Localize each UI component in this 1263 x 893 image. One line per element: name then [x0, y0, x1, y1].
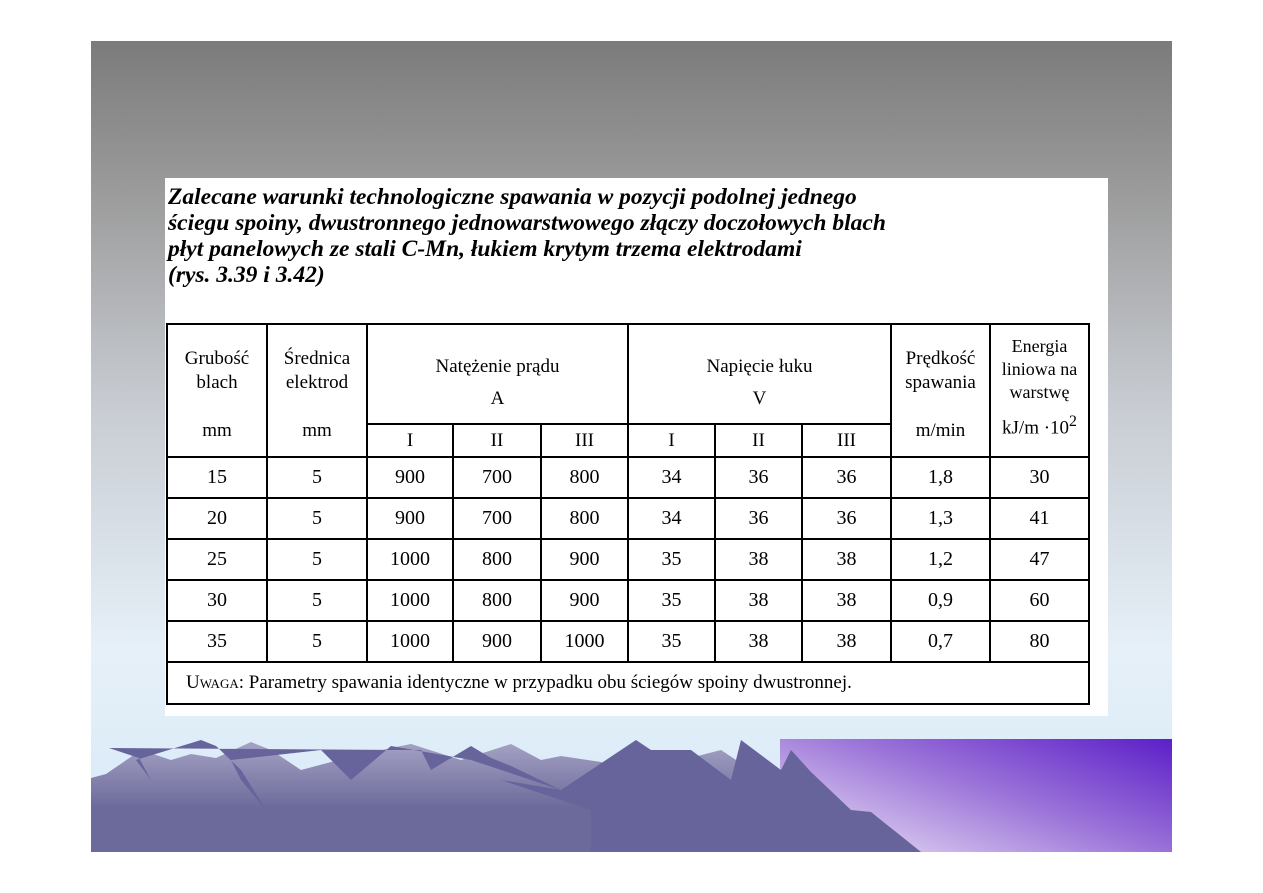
header-voltage: Napięcie łuku V — [627, 323, 892, 425]
header-unit: A — [490, 388, 505, 409]
table-cell: 900 — [540, 579, 629, 622]
table-cell: 25 — [166, 538, 268, 581]
header-energy: Energia liniowa na warstwę kJ/m ·102 — [989, 323, 1090, 458]
table-cell: 38 — [714, 579, 803, 622]
table-cell: 60 — [989, 579, 1090, 622]
table-cell: 30 — [989, 456, 1090, 499]
header-text: liniowa na — [1001, 359, 1078, 379]
table-cell: 1,2 — [890, 538, 991, 581]
header-text: Średnica — [283, 348, 351, 369]
title-line: ściegu spoiny, dwustronnego jednowarstwo… — [168, 210, 886, 236]
title-line: Zalecane warunki technologiczne spawania… — [168, 184, 857, 210]
table-cell: 0,9 — [890, 579, 991, 622]
note-text: Parametry spawania identyczne w przypadk… — [244, 672, 852, 693]
table-cell: 1,8 — [890, 456, 991, 499]
table-cell: 38 — [801, 579, 892, 622]
table-cell: 1000 — [366, 579, 454, 622]
table-cell: 47 — [989, 538, 1090, 581]
table-cell: 35 — [627, 538, 716, 581]
subheader-current-2: II — [452, 423, 542, 458]
header-text: Grubość — [184, 348, 250, 369]
table-cell: 35 — [627, 620, 716, 663]
table-cell: 30 — [166, 579, 268, 622]
table-cell: 34 — [627, 497, 716, 540]
table-row: 30 5 1000 800 900 35 38 38 0,9 60 — [166, 579, 1090, 622]
table-cell: 36 — [714, 456, 803, 499]
table-cell: 0,7 — [890, 620, 991, 663]
table-cell: 80 — [989, 620, 1090, 663]
table-cell: 800 — [452, 538, 542, 581]
unit-text: kJ/m ·10 — [1002, 417, 1070, 439]
table-cell: 20 — [166, 497, 268, 540]
table-row: 35 5 1000 900 1000 35 38 38 0,7 80 — [166, 620, 1090, 663]
table-cell: 800 — [452, 579, 542, 622]
header-diameter: Średnica elektrod mm — [266, 323, 368, 458]
subheader-voltage-1: I — [627, 423, 716, 458]
table-cell: 38 — [801, 620, 892, 663]
table-cell: 15 — [166, 456, 268, 499]
header-text: Prędkość — [905, 348, 976, 369]
table-cell: 38 — [714, 620, 803, 663]
table-cell: 36 — [801, 497, 892, 540]
table-cell: 38 — [801, 538, 892, 581]
header-unit: mm — [202, 420, 232, 441]
document-title: Zalecane warunki technologiczne spawania… — [168, 184, 1088, 288]
header-text: spawania — [905, 372, 976, 393]
table-cell: 5 — [266, 456, 368, 499]
header-unit: m/min — [915, 420, 966, 441]
table-cell: 1000 — [366, 538, 454, 581]
table-cell: 34 — [627, 456, 716, 499]
table-cell: 1000 — [366, 620, 454, 663]
header-text: warstwę — [1009, 382, 1070, 402]
header-current: Natężenie prądu A — [366, 323, 629, 425]
table-row: 15 5 900 700 800 34 36 36 1,8 30 — [166, 456, 1090, 499]
unit-exponent: 2 — [1069, 413, 1077, 430]
table-cell: 5 — [266, 579, 368, 622]
table-cell: 900 — [366, 456, 454, 499]
table-cell: 5 — [266, 497, 368, 540]
header-text: Napięcie łuku — [706, 356, 813, 377]
header-unit: V — [752, 388, 767, 409]
subheader-current-3: III — [540, 423, 629, 458]
title-line: płyt panelowych ze stali C-Mn, łukiem kr… — [168, 236, 802, 262]
table-cell: 36 — [714, 497, 803, 540]
table-cell: 800 — [540, 497, 629, 540]
table-cell: 1000 — [540, 620, 629, 663]
table-cell: 800 — [540, 456, 629, 499]
table-cell: 5 — [266, 620, 368, 663]
note-label: Uwaga: — [186, 672, 244, 693]
table-row: 25 5 1000 800 900 35 38 38 1,2 47 — [166, 538, 1090, 581]
table-note: Uwaga: Parametry spawania identyczne w p… — [166, 661, 1090, 705]
subheader-current-1: I — [366, 423, 454, 458]
header-thickness: Grubość blach mm — [166, 323, 268, 458]
header-text: blach — [196, 372, 238, 393]
header-unit: kJ/m ·102 — [991, 410, 1088, 439]
table-row: 20 5 900 700 800 34 36 36 1,3 41 — [166, 497, 1090, 540]
table-cell: 36 — [801, 456, 892, 499]
title-line: (rys. 3.39 i 3.42) — [168, 262, 325, 288]
table-cell: 5 — [266, 538, 368, 581]
table-cell: 35 — [166, 620, 268, 663]
header-text: elektrod — [285, 372, 349, 393]
subheader-voltage-2: II — [714, 423, 803, 458]
table-cell: 35 — [627, 579, 716, 622]
header-unit: mm — [302, 420, 332, 441]
welding-parameters-table: Grubość blach mm Średnica elektrod mm Na… — [166, 323, 1090, 705]
table-cell: 900 — [366, 497, 454, 540]
table-cell: 1,3 — [890, 497, 991, 540]
header-text: Energia — [1011, 336, 1068, 356]
table-cell: 700 — [452, 497, 542, 540]
table-cell: 41 — [989, 497, 1090, 540]
table-cell: 700 — [452, 456, 542, 499]
header-text: Natężenie prądu — [435, 356, 560, 377]
table-cell: 900 — [540, 538, 629, 581]
header-speed: Prędkość spawania m/min — [890, 323, 991, 458]
mountains-illustration — [91, 740, 921, 852]
table-cell: 38 — [714, 538, 803, 581]
table-cell: 900 — [452, 620, 542, 663]
subheader-voltage-3: III — [801, 423, 892, 458]
